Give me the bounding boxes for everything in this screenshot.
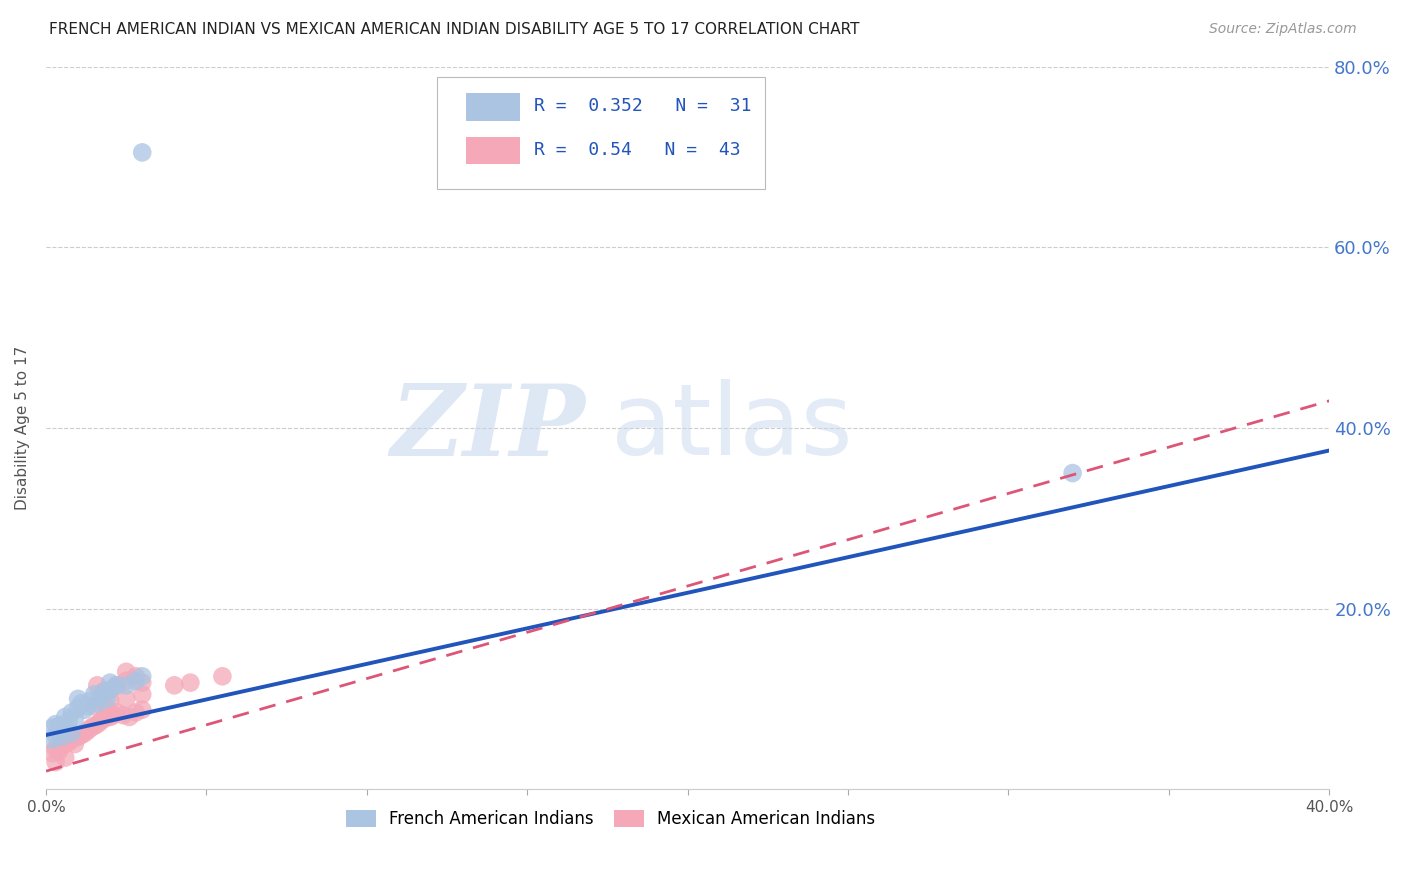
Point (1062, 466, 1084, 480)
Point (45, 728, 67, 742)
Point (80, 694, 103, 708)
Y-axis label: Disability Age 5 to 17: Disability Age 5 to 17 (15, 346, 30, 510)
Point (76, 699, 98, 714)
Point (93, 684, 115, 698)
Point (93, 684, 115, 698)
Point (58, 735, 80, 749)
Point (131, 703, 153, 717)
Point (93, 712, 115, 726)
Point (86, 697, 108, 711)
Bar (465, 136, 519, 164)
Point (41, 721, 63, 735)
Point (111, 708, 134, 723)
Point (73, 703, 96, 717)
Point (80, 721, 103, 735)
Point (98, 682, 121, 697)
Point (103, 708, 125, 723)
Point (98, 710, 121, 724)
Point (63, 737, 86, 751)
Point (125, 673, 148, 688)
Point (115, 692, 138, 706)
Text: R =  0.54   N =  43: R = 0.54 N = 43 (534, 141, 740, 159)
Point (98, 675, 121, 690)
Point (98, 682, 121, 697)
Point (179, 675, 201, 690)
Point (67, 692, 90, 706)
Point (131, 687, 153, 701)
Point (76, 723, 98, 738)
Point (105, 678, 128, 692)
Point (53, 737, 76, 751)
Point (115, 673, 138, 688)
Point (70, 728, 93, 742)
Point (98, 694, 121, 708)
Point (86, 678, 108, 692)
Point (67, 730, 90, 744)
Point (53, 710, 76, 724)
Point (51, 730, 73, 744)
Point (89, 714, 111, 729)
Point (115, 665, 138, 679)
Point (118, 710, 141, 724)
Point (96, 710, 118, 724)
Point (67, 701, 90, 715)
Point (93, 697, 115, 711)
Point (48, 719, 70, 733)
Point (73, 726, 96, 740)
Point (131, 145, 153, 160)
Point (63, 712, 86, 726)
Point (125, 669, 148, 683)
Point (105, 706, 128, 720)
Point (125, 706, 148, 720)
FancyBboxPatch shape (437, 78, 765, 189)
Point (96, 692, 118, 706)
Point (51, 723, 73, 738)
Point (86, 717, 108, 731)
Point (105, 678, 128, 692)
Point (83, 699, 105, 714)
Point (53, 750, 76, 764)
Point (115, 678, 138, 692)
Point (45, 717, 67, 731)
Point (131, 669, 153, 683)
Text: atlas: atlas (610, 379, 852, 476)
Point (51, 739, 73, 753)
Point (45, 755, 67, 769)
Point (70, 697, 93, 711)
Point (89, 690, 111, 704)
Text: ZIP: ZIP (389, 380, 585, 476)
Bar (465, 94, 519, 120)
Point (60, 732, 83, 747)
Point (211, 669, 233, 683)
Point (48, 744, 70, 758)
Point (60, 726, 83, 740)
Point (83, 719, 105, 733)
Text: FRENCH AMERICAN INDIAN VS MEXICAN AMERICAN INDIAN DISABILITY AGE 5 TO 17 CORRELA: FRENCH AMERICAN INDIAN VS MEXICAN AMERIC… (49, 22, 859, 37)
Point (58, 714, 80, 729)
Point (45, 741, 67, 756)
Legend: French American Indians, Mexican American Indians: French American Indians, Mexican America… (339, 804, 882, 835)
Point (163, 678, 186, 692)
Point (60, 706, 83, 720)
Point (41, 746, 63, 760)
Point (41, 732, 63, 747)
Point (83, 687, 105, 701)
Text: R =  0.352   N =  31: R = 0.352 N = 31 (534, 97, 751, 115)
Point (131, 675, 153, 690)
Text: Source: ZipAtlas.com: Source: ZipAtlas.com (1209, 22, 1357, 37)
